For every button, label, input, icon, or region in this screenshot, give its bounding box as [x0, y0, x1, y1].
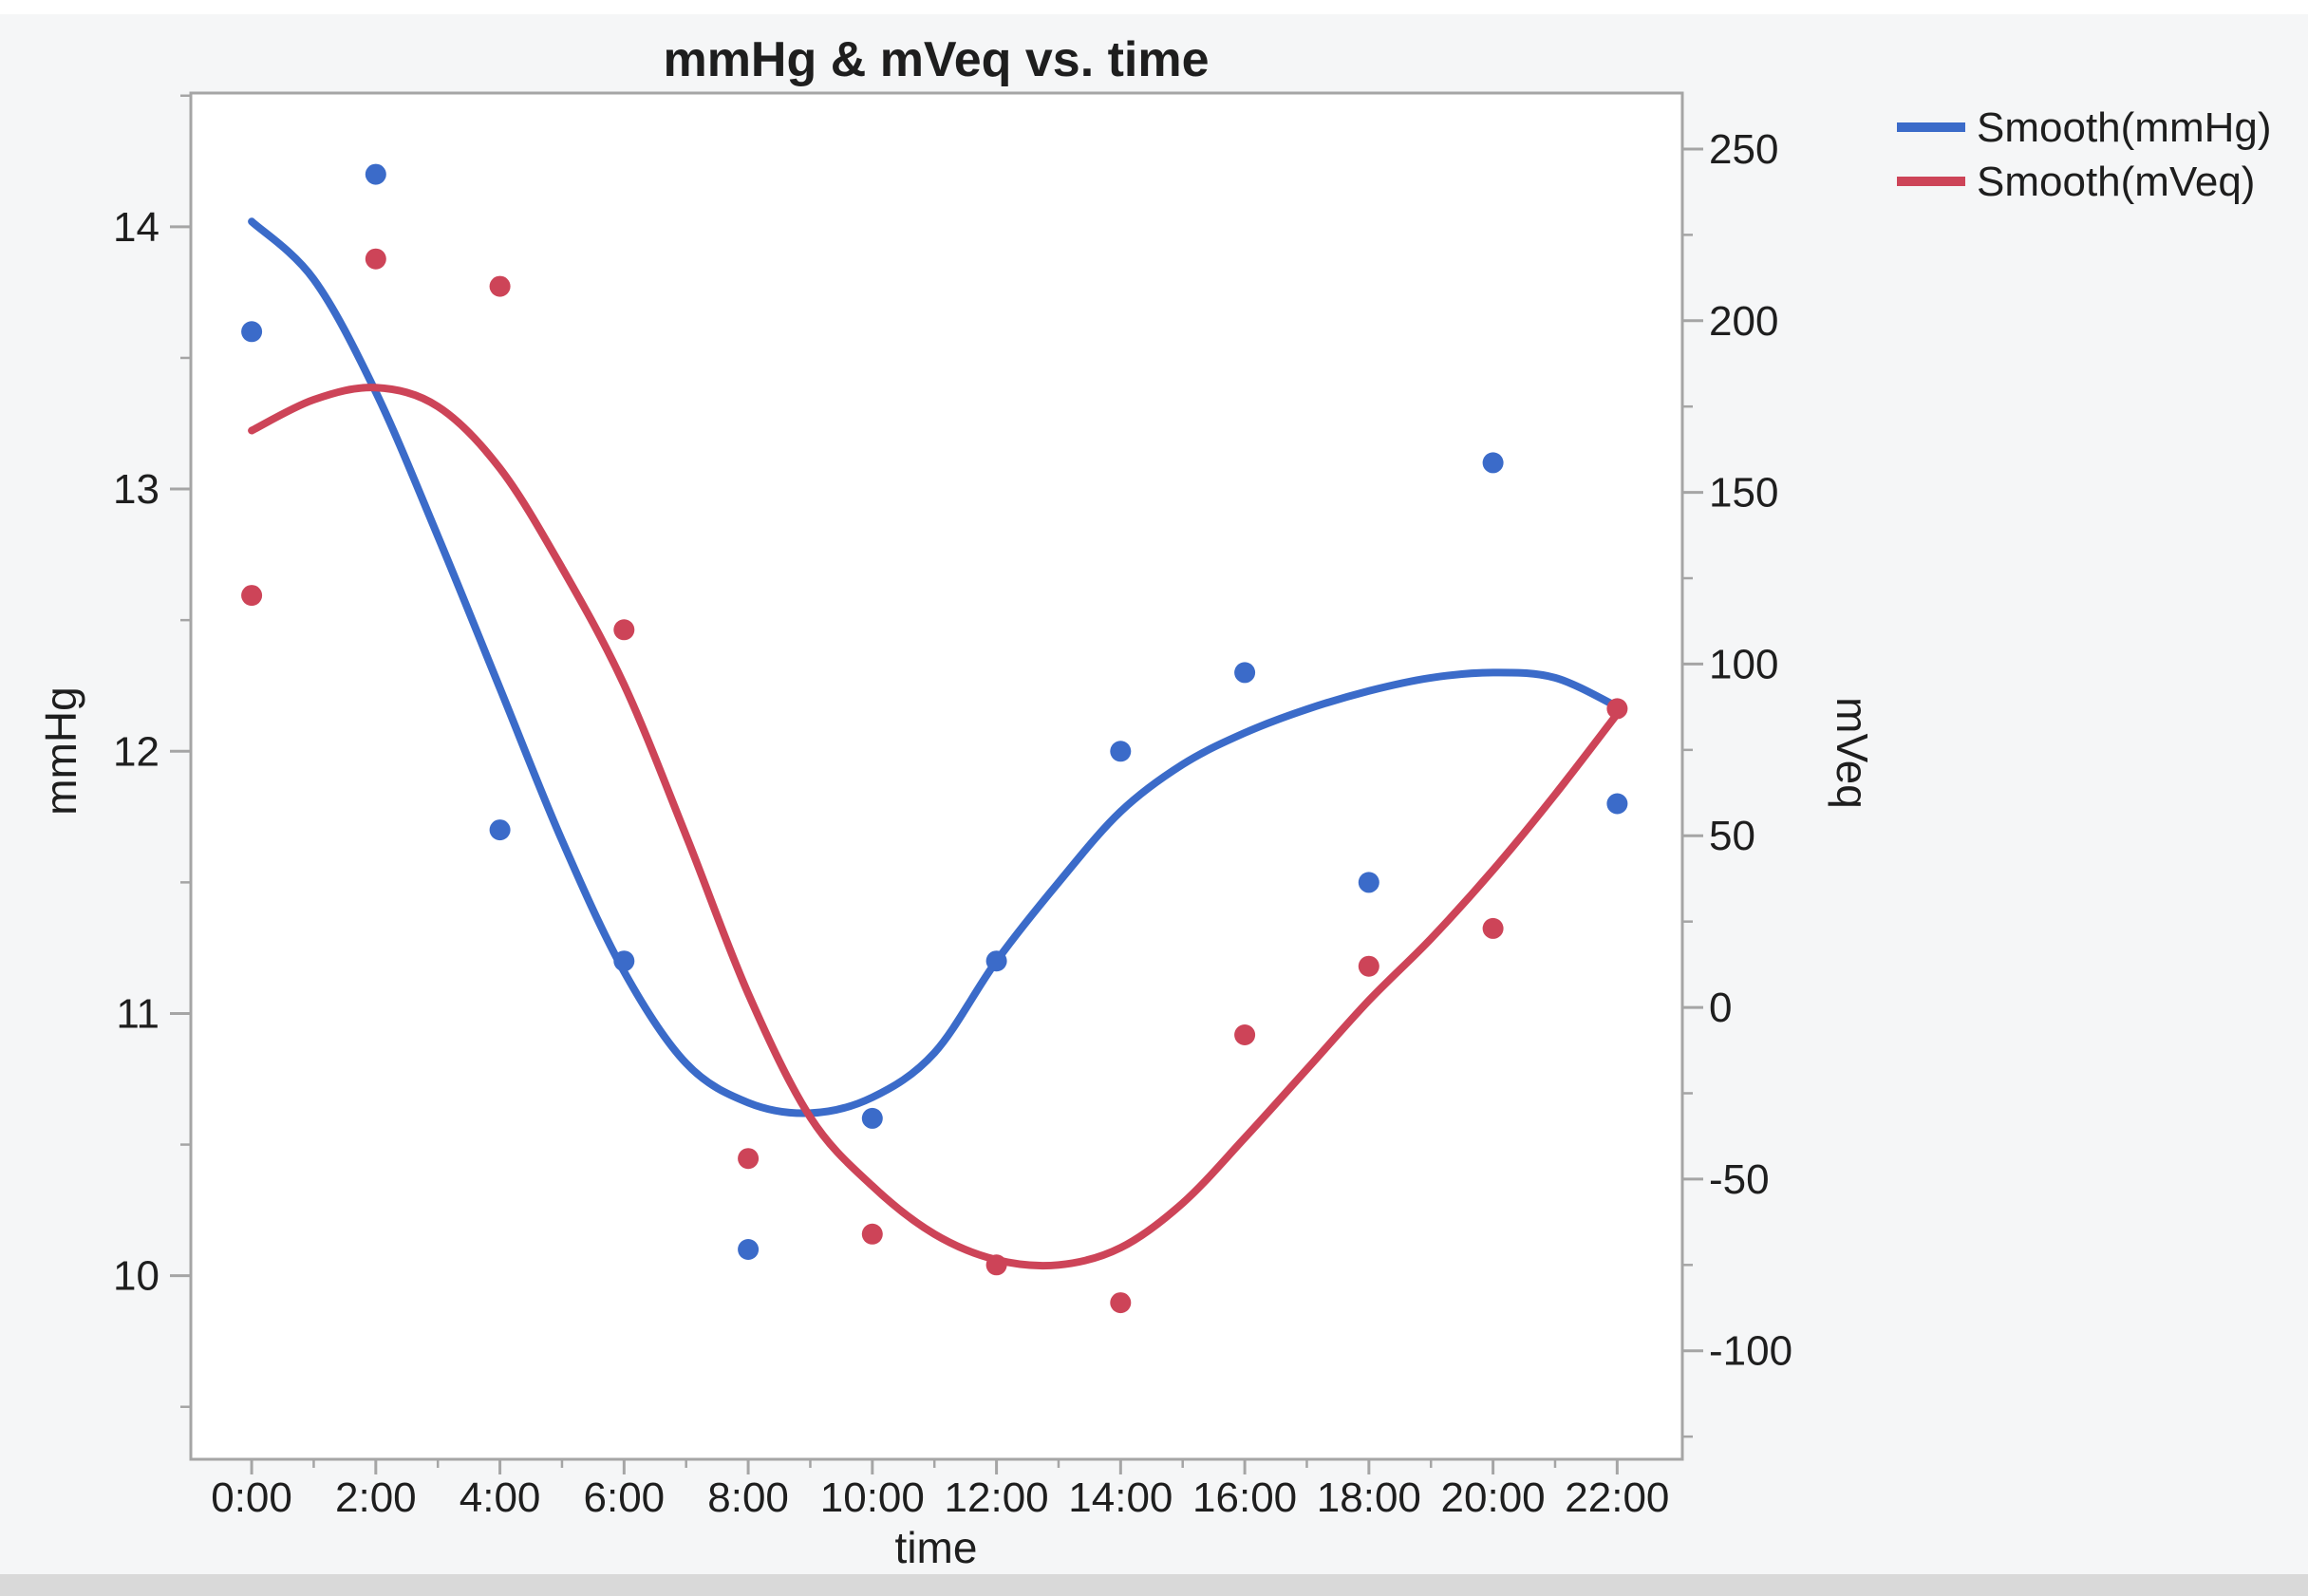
x-axis-tick-label: 6:00 — [584, 1474, 666, 1521]
data-point-mmhg[interactable] — [1110, 741, 1132, 762]
data-point-mmhg[interactable] — [489, 819, 511, 841]
left-axis-tick-label: 11 — [116, 990, 159, 1037]
data-point-mmhg[interactable] — [861, 1107, 883, 1129]
right-axis-tick-label: -100 — [1709, 1328, 1792, 1375]
x-axis-tick-label: 18:00 — [1317, 1474, 1421, 1521]
right-axis-tick-label: 50 — [1709, 813, 1755, 859]
plot-area[interactable] — [189, 91, 1684, 1461]
data-points — [241, 163, 1628, 1314]
x-axis-tick-label: 22:00 — [1565, 1474, 1669, 1521]
data-point-mmhg[interactable] — [1358, 872, 1379, 893]
x-axis-tick-label: 8:00 — [707, 1474, 789, 1521]
x-axis-tick-label: 20:00 — [1441, 1474, 1546, 1521]
data-point-mveq[interactable] — [985, 1254, 1007, 1276]
x-axis-tick-label: 10:00 — [820, 1474, 925, 1521]
right-axis-tick-label: -50 — [1709, 1156, 1770, 1203]
chart-title: mmHg & mVeq vs. time — [663, 32, 1209, 87]
window-bottom-strip — [0, 1574, 2308, 1596]
data-point-mmhg[interactable] — [1482, 452, 1504, 474]
left-axis-tick-label: 12 — [113, 728, 159, 775]
legend-label-smooth-mveq: Smooth(mVeq) — [1977, 159, 2255, 205]
legend: Smooth(mmHg) Smooth(mVeq) — [1897, 104, 2272, 205]
data-point-mveq[interactable] — [241, 585, 263, 607]
data-point-mveq[interactable] — [1482, 917, 1504, 939]
right-axis-tick-label: 250 — [1709, 126, 1778, 173]
data-point-mveq[interactable] — [365, 248, 386, 270]
data-point-mmhg[interactable] — [738, 1239, 760, 1260]
x-axis-title: time — [895, 1523, 978, 1572]
data-point-mveq[interactable] — [738, 1148, 760, 1170]
x-axis-tick-label: 16:00 — [1192, 1474, 1297, 1521]
legend-item-smooth-mmhg[interactable]: Smooth(mmHg) — [1897, 104, 2272, 151]
right-axis-title: mVeq — [1828, 697, 1877, 809]
smooth-curve-mmhg[interactable] — [248, 217, 1622, 1117]
right-axis-tick-label: 200 — [1709, 298, 1778, 345]
data-point-mveq[interactable] — [1358, 955, 1379, 977]
data-point-mveq[interactable] — [1606, 698, 1628, 720]
smooth-curve-mveq[interactable] — [248, 384, 1622, 1270]
axis-ticks — [170, 94, 1703, 1474]
x-axis-tick-label: 14:00 — [1068, 1474, 1173, 1521]
right-axis-tick-label: 0 — [1709, 985, 1732, 1031]
data-point-mmhg[interactable] — [1606, 793, 1628, 815]
data-point-mmhg[interactable] — [365, 163, 386, 185]
data-point-mveq[interactable] — [1234, 1024, 1256, 1045]
legend-item-smooth-mveq[interactable]: Smooth(mVeq) — [1897, 159, 2255, 205]
smooth-curves — [248, 217, 1622, 1270]
data-point-mmhg[interactable] — [985, 950, 1007, 972]
data-point-mveq[interactable] — [1110, 1292, 1132, 1314]
left-axis-tick-label: 10 — [113, 1253, 159, 1300]
data-point-mmhg[interactable] — [613, 950, 635, 972]
data-point-mveq[interactable] — [861, 1223, 883, 1245]
axis-tick-labels: 14 13 12 11 10 250 200 150 100 50 0 -50 -100 0:00 2:00… — [113, 126, 1792, 1521]
data-point-mmhg[interactable] — [241, 321, 263, 343]
x-axis-tick-label: 12:00 — [945, 1474, 1049, 1521]
data-point-mmhg[interactable] — [1234, 662, 1256, 684]
x-axis-tick-label: 2:00 — [335, 1474, 417, 1521]
right-axis-tick-label: 100 — [1709, 641, 1778, 687]
left-axis-tick-label: 13 — [113, 466, 159, 513]
x-axis-tick-label: 4:00 — [460, 1474, 541, 1521]
x-axis-tick-label: 0:00 — [211, 1474, 292, 1521]
right-axis-tick-label: 150 — [1709, 470, 1778, 516]
left-axis-tick-label: 14 — [113, 204, 159, 251]
data-point-mveq[interactable] — [489, 275, 511, 297]
legend-label-smooth-mmhg: Smooth(mmHg) — [1977, 104, 2272, 151]
left-axis-title: mmHg — [36, 686, 85, 815]
data-point-mveq[interactable] — [613, 619, 635, 641]
